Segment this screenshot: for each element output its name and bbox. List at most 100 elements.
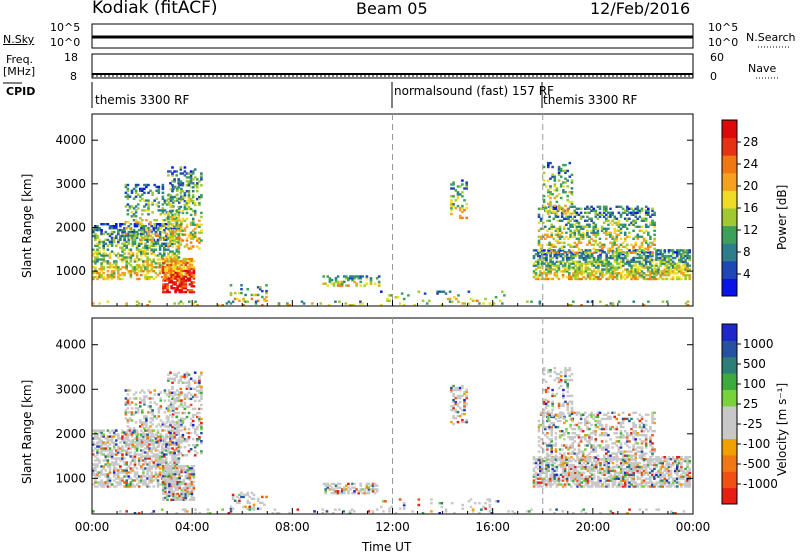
power-cell — [678, 249, 681, 252]
velocity-cell — [123, 461, 126, 464]
velocity-cell — [545, 475, 548, 478]
power-cell — [613, 260, 617, 263]
power-cell — [465, 181, 468, 184]
power-cell — [557, 206, 561, 209]
velocity-cell — [141, 409, 144, 412]
power-cell — [463, 187, 466, 190]
power-cell — [184, 269, 188, 272]
power-cell — [564, 212, 567, 215]
power-cell — [121, 228, 124, 232]
velocity-cell — [130, 435, 134, 438]
power-cell — [152, 228, 156, 232]
velocity-cell — [153, 415, 156, 418]
velocity-cell — [169, 433, 172, 437]
power-cell — [160, 236, 164, 240]
velocity-cell — [190, 488, 194, 492]
velocity-cell — [200, 407, 203, 411]
power-cell — [653, 270, 656, 273]
power-cell — [539, 254, 542, 258]
power-cell — [619, 266, 623, 269]
power-cell — [590, 300, 594, 303]
power-cell — [170, 267, 173, 270]
velocity-cell — [137, 481, 141, 484]
power-cell — [575, 243, 579, 246]
power-cell — [607, 247, 610, 250]
velocity-cell — [121, 437, 124, 440]
velocity-cell — [108, 455, 112, 458]
velocity-cell — [452, 384, 455, 388]
power-cell — [576, 260, 579, 263]
velocity-cell — [559, 483, 563, 486]
velocity-cell — [565, 475, 569, 478]
power-cell — [169, 250, 172, 253]
power-cell — [173, 252, 176, 255]
power-cell — [563, 266, 567, 269]
velocity-cell — [147, 405, 150, 408]
velocity-cell — [582, 479, 586, 482]
velocity-cell — [98, 429, 101, 432]
power-cell — [177, 227, 181, 230]
power-cell — [624, 277, 627, 281]
power-cell — [187, 190, 191, 193]
velocity-cell — [129, 467, 133, 470]
power-cell — [630, 223, 633, 226]
velocity-cell — [576, 471, 579, 474]
power-cell — [642, 256, 646, 260]
velocity-cell — [167, 389, 171, 392]
power-colorbar-swatch — [722, 172, 737, 191]
power-cell — [332, 284, 336, 287]
power-cell — [596, 213, 600, 216]
power-cell — [615, 274, 619, 277]
power-cell — [184, 283, 188, 286]
power-cell — [126, 193, 130, 196]
velocity-cell — [125, 451, 128, 454]
power-cell — [161, 209, 165, 212]
velocity-cell — [324, 490, 327, 493]
power-cell — [669, 249, 673, 252]
velocity-cell — [144, 441, 147, 444]
power-cell — [574, 264, 577, 267]
power-cell — [171, 174, 174, 177]
power-cell — [181, 233, 185, 236]
velocity-cell — [112, 457, 116, 460]
power-cell — [552, 217, 556, 220]
velocity-cell — [106, 439, 110, 442]
power-cell — [571, 249, 574, 252]
power-cell — [569, 229, 572, 232]
velocity-cell — [110, 437, 114, 440]
power-cell — [657, 268, 660, 271]
power-cell — [601, 268, 604, 271]
power-cell — [158, 254, 162, 257]
power-cell — [192, 273, 196, 276]
power-cell — [609, 211, 612, 214]
power-cell — [651, 219, 654, 222]
power-cell — [590, 272, 594, 275]
nave-label: Nave — [748, 62, 777, 75]
velocity-cell — [139, 439, 142, 442]
power-cell — [189, 233, 193, 236]
velocity-cell — [454, 388, 458, 392]
velocity-cell — [145, 395, 148, 398]
velocity-cell — [200, 427, 203, 431]
velocity-cell — [115, 451, 118, 454]
power-cell — [110, 275, 114, 279]
velocity-cell — [200, 395, 203, 399]
power-cell — [100, 270, 103, 273]
power-cell — [626, 217, 629, 220]
velocity-cell — [150, 471, 153, 474]
velocity-cell — [322, 482, 325, 486]
velocity-cell — [534, 465, 538, 469]
velocity-cell — [124, 413, 128, 416]
power-cell — [191, 178, 195, 181]
velocity-cell — [173, 461, 176, 464]
velocity-cell — [108, 477, 112, 480]
power-cell — [686, 274, 689, 277]
power-cell — [179, 166, 183, 169]
velocity-cell — [547, 483, 550, 486]
power-cell — [150, 240, 153, 244]
velocity-cell — [184, 498, 188, 501]
power-cell — [135, 244, 139, 247]
power-cell — [436, 292, 439, 295]
velocity-cell — [565, 473, 569, 476]
power-cell — [188, 300, 191, 303]
